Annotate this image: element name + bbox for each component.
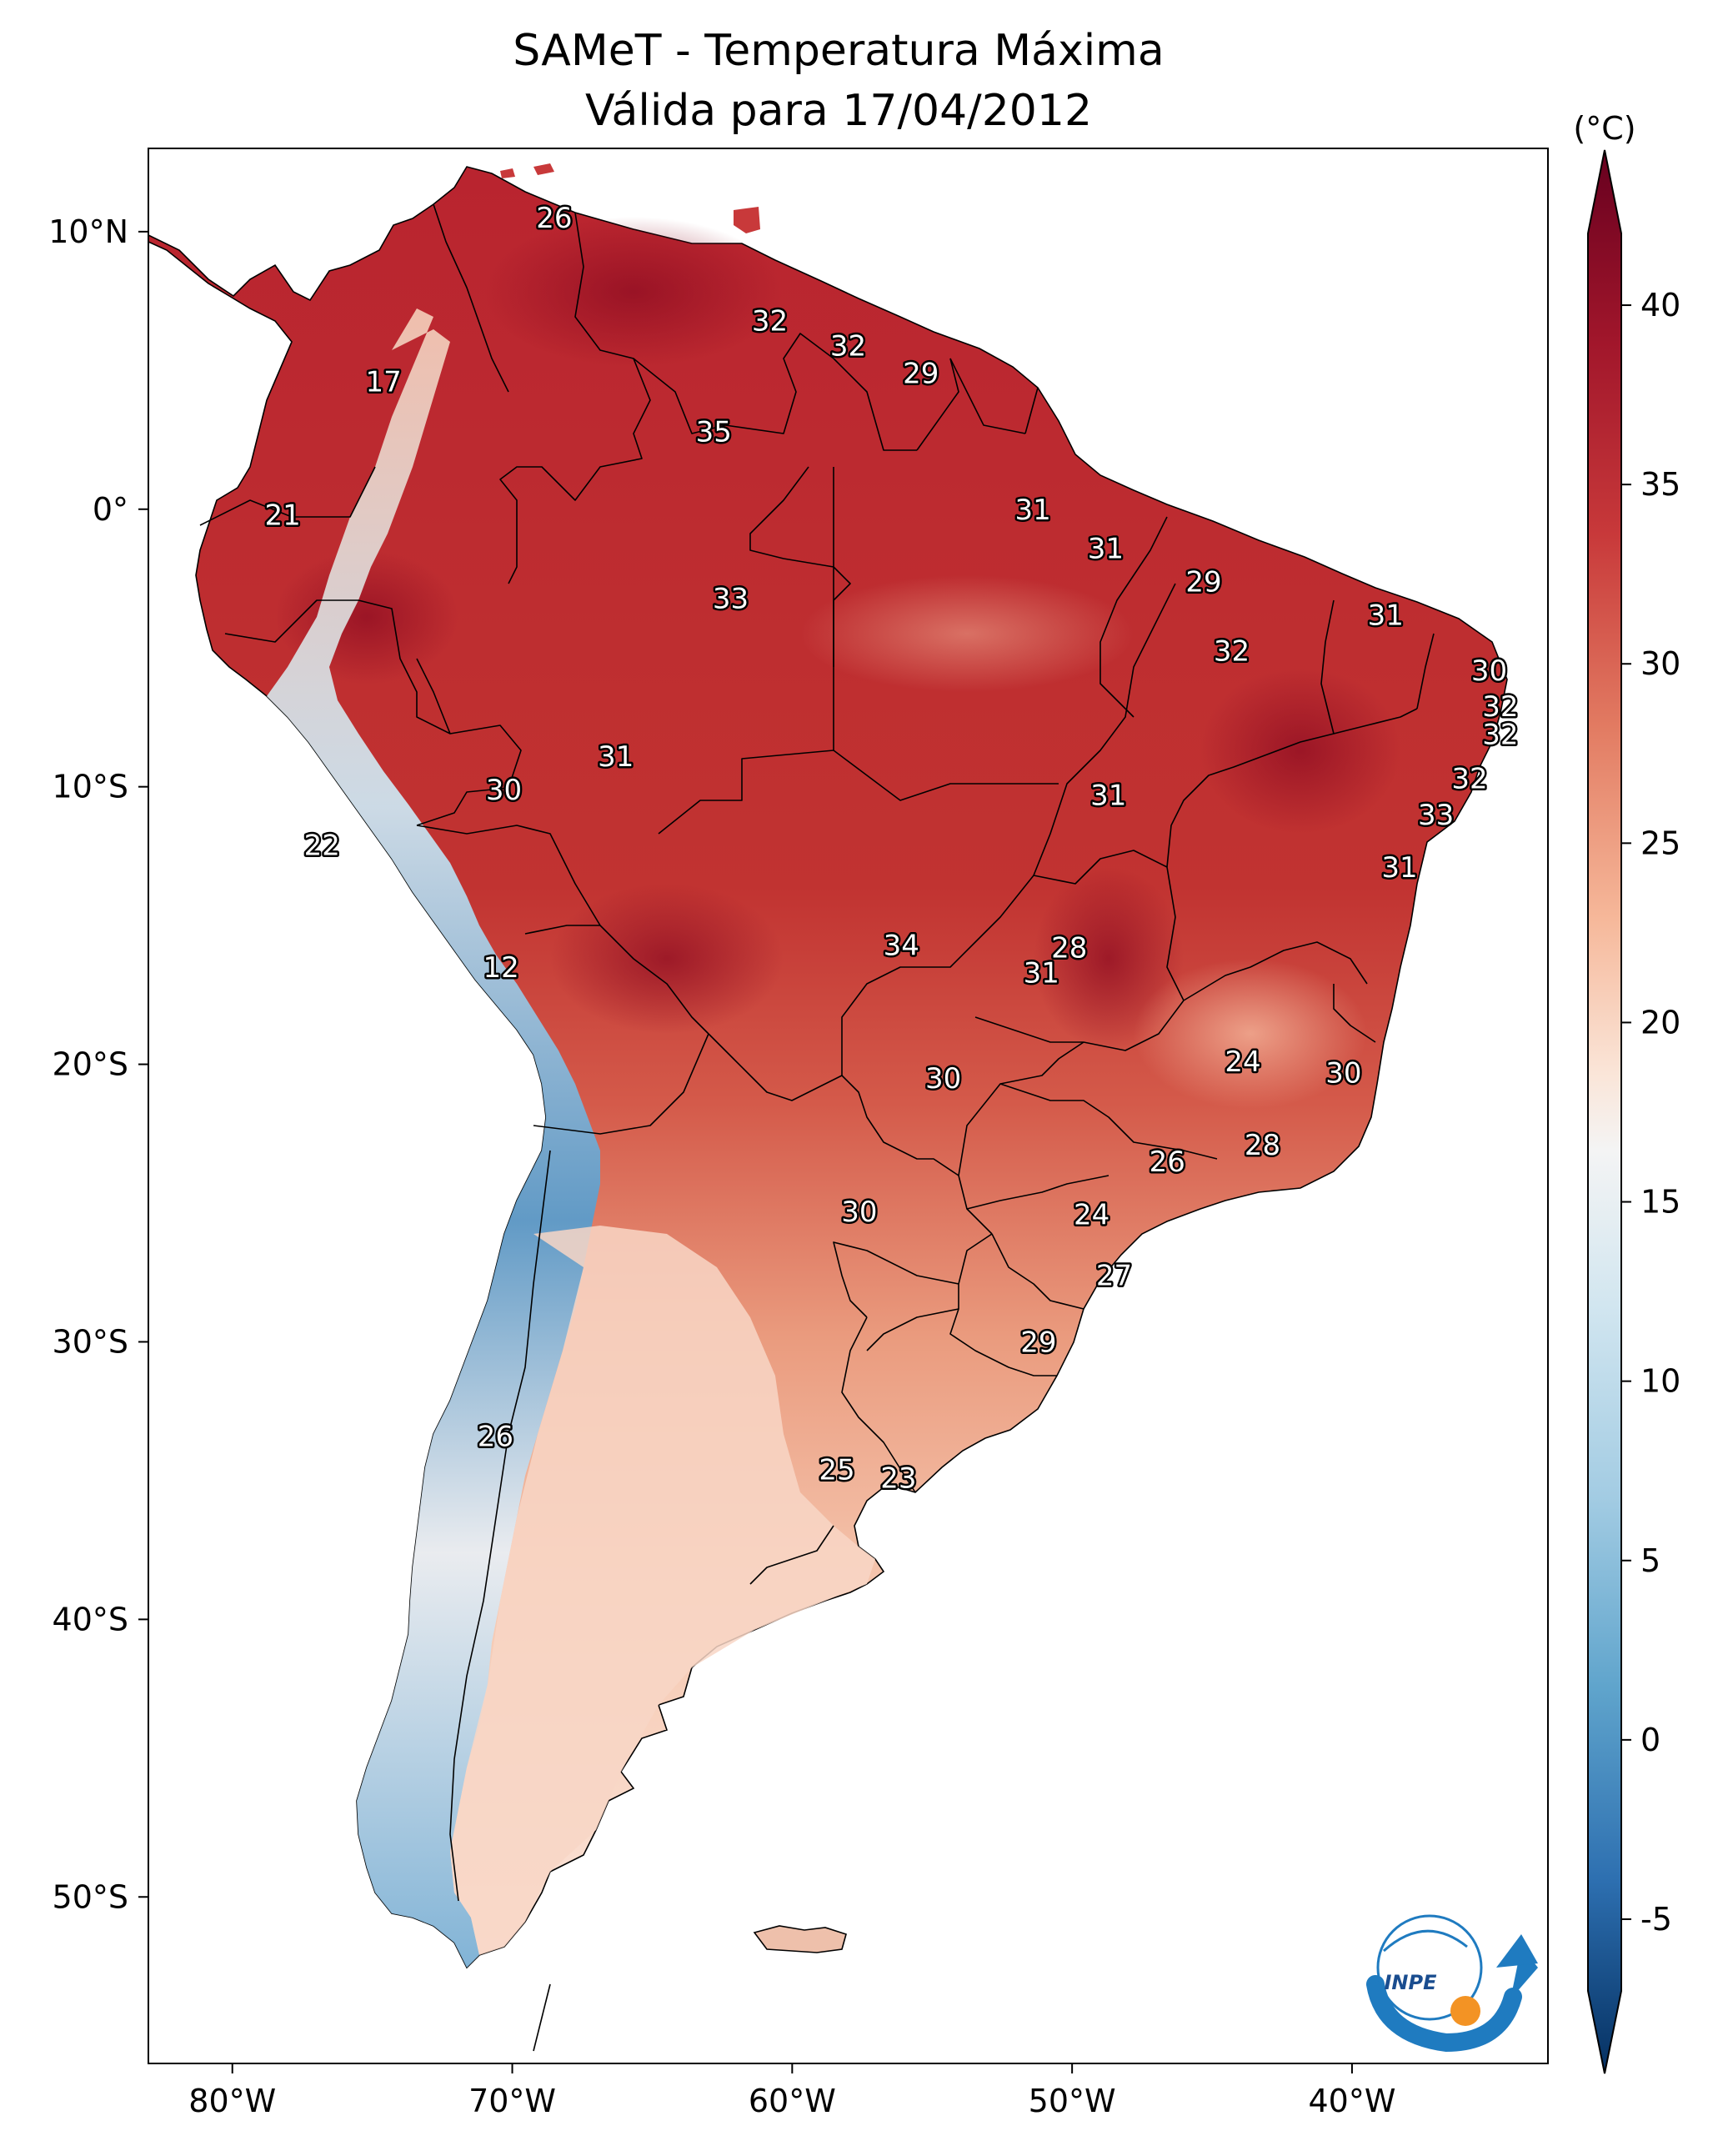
falkland-islands	[753, 1925, 847, 1953]
station-value-label: 17	[365, 366, 401, 399]
lat-tick-label: 0°	[93, 491, 128, 528]
inpe-logo-text: INPE	[1385, 1971, 1438, 1994]
lon-tick-label: 60°W	[749, 2083, 836, 2119]
colorbar-tick-label: 20	[1640, 1004, 1680, 1040]
political-borders	[199, 203, 1435, 2052]
station-value-label: 31	[1024, 957, 1059, 990]
lat-tick-label: 10°N	[48, 213, 128, 250]
station-value-label: 34	[884, 929, 919, 962]
colorbar-ticks: 40 35 30 25 20 15 10 5 0 -5	[1621, 287, 1680, 1938]
colorbar-tick-label: 0	[1640, 1722, 1660, 1758]
station-value-label: 32	[752, 304, 788, 338]
station-value-label: 30	[1471, 654, 1507, 688]
station-value-label: 28	[1245, 1129, 1280, 1162]
station-value-label: 31	[1368, 599, 1404, 632]
station-value-label: 33	[713, 582, 749, 615]
map-title-line1: SAMeT - Temperatura Máxima	[513, 26, 1164, 76]
station-value-label: 26	[478, 1421, 513, 1454]
station-value-label: 35	[696, 416, 732, 449]
andes-cold-band	[267, 308, 600, 1968]
station-value-label: 32	[1451, 763, 1487, 796]
map-title-line2: Válida para 17/04/2012	[585, 86, 1092, 136]
station-value-label: 32	[830, 329, 866, 363]
lon-tick-label: 70°W	[468, 2083, 556, 2119]
colorbar-body	[1587, 149, 1622, 2074]
station-value-label: 31	[598, 740, 634, 774]
station-value-label: 30	[841, 1196, 877, 1229]
station-value-label: 25	[819, 1454, 854, 1487]
station-value-label: 31	[1088, 532, 1124, 565]
station-value-label: 32	[1482, 718, 1518, 751]
lat-tick-label: 20°S	[53, 1046, 128, 1083]
lat-tick-label: 50°S	[53, 1878, 128, 1915]
station-value-label: 28	[1051, 932, 1087, 965]
colorbar-tick-label: 10	[1640, 1363, 1680, 1400]
station-value-label: 12	[483, 951, 518, 985]
inpe-logo-sun-icon	[1450, 1996, 1480, 2026]
colorbar-unit-label: (°C)	[1573, 110, 1635, 147]
colorbar-tick-label: 5	[1640, 1542, 1660, 1579]
colorbar-tick-label: 40	[1640, 287, 1680, 323]
station-value-label: 31	[1014, 494, 1050, 527]
station-value-label: 26	[1150, 1146, 1185, 1179]
station-value-label: 33	[1418, 799, 1454, 832]
map-frame	[148, 148, 1549, 2064]
station-value-label: 21	[265, 499, 301, 532]
station-value-label: 24	[1225, 1045, 1260, 1079]
lat-tick-label: 40°S	[53, 1601, 128, 1637]
colorbar-tick-label: 30	[1640, 645, 1680, 682]
station-value-label: 30	[1325, 1057, 1361, 1091]
colorbar-tick-label: 15	[1640, 1184, 1680, 1221]
longitude-axis: 80°W 70°W 60°W 50°W 40°W	[188, 2063, 1395, 2119]
station-value-label: 26	[536, 202, 572, 235]
station-value-label: 22	[304, 830, 340, 863]
lon-tick-label: 80°W	[188, 2083, 276, 2119]
station-value-label: 27	[1096, 1260, 1132, 1293]
inpe-logo: INPE	[1366, 1914, 1538, 2053]
station-value-label: 31	[1381, 851, 1417, 885]
station-value-label: 29	[903, 358, 939, 391]
colorbar: (°C) 40 35 30 25 20 15 10 5 0 -5	[1573, 110, 1680, 2074]
colorbar-tick-label: 35	[1640, 466, 1680, 503]
station-value-label: 32	[1214, 635, 1250, 669]
latitude-axis: 10°N 0° 10°S 20°S 30°S 40°S 50°S	[48, 213, 148, 1915]
station-value-label: 32	[1482, 690, 1518, 724]
lon-tick-label: 50°W	[1029, 2083, 1116, 2119]
station-value-label: 30	[486, 774, 522, 807]
colorbar-tick-label: 25	[1640, 825, 1680, 861]
station-value-label: 23	[880, 1462, 916, 1496]
station-value-label: 29	[1185, 565, 1221, 599]
station-value-label: 24	[1074, 1198, 1109, 1231]
station-value-label: 31	[1090, 780, 1126, 813]
lat-tick-label: 10°S	[53, 769, 128, 805]
map-plot-area	[148, 148, 1548, 2063]
lat-tick-label: 30°S	[53, 1323, 128, 1360]
station-value-label: 30	[925, 1062, 961, 1096]
lon-tick-label: 40°W	[1308, 2083, 1395, 2119]
colorbar-tick-label: -5	[1640, 1901, 1672, 1938]
station-value-label: 29	[1020, 1326, 1056, 1359]
